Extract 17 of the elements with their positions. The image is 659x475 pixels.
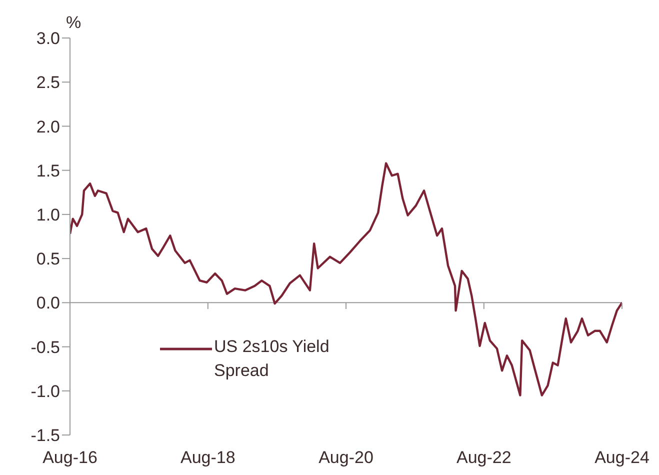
y-tick-label: -0.5	[30, 338, 60, 357]
y-tick-label: 3.0	[36, 29, 60, 48]
y-tick-label: 2.0	[36, 117, 60, 136]
x-tick-label: Aug-18	[180, 448, 236, 468]
y-tick-label: 1.5	[36, 161, 60, 180]
y-tick-label: 1.0	[36, 205, 60, 224]
legend-label: US 2s10s Yield Spread	[214, 336, 330, 382]
y-axis-title: %	[66, 13, 82, 32]
y-tick-label: 0.5	[36, 250, 60, 269]
y-tick-label: -1.0	[30, 382, 60, 401]
x-tick-label: Aug-22	[456, 448, 512, 468]
x-tick-label: Aug-20	[318, 448, 374, 468]
y-tick-label: 0.0	[36, 294, 60, 313]
y-tick-label: 2.5	[36, 73, 60, 92]
x-tick-label: Aug-16	[42, 448, 98, 468]
x-tick-label: Aug-24	[594, 448, 650, 468]
y-tick-label: -1.5	[30, 426, 60, 446]
